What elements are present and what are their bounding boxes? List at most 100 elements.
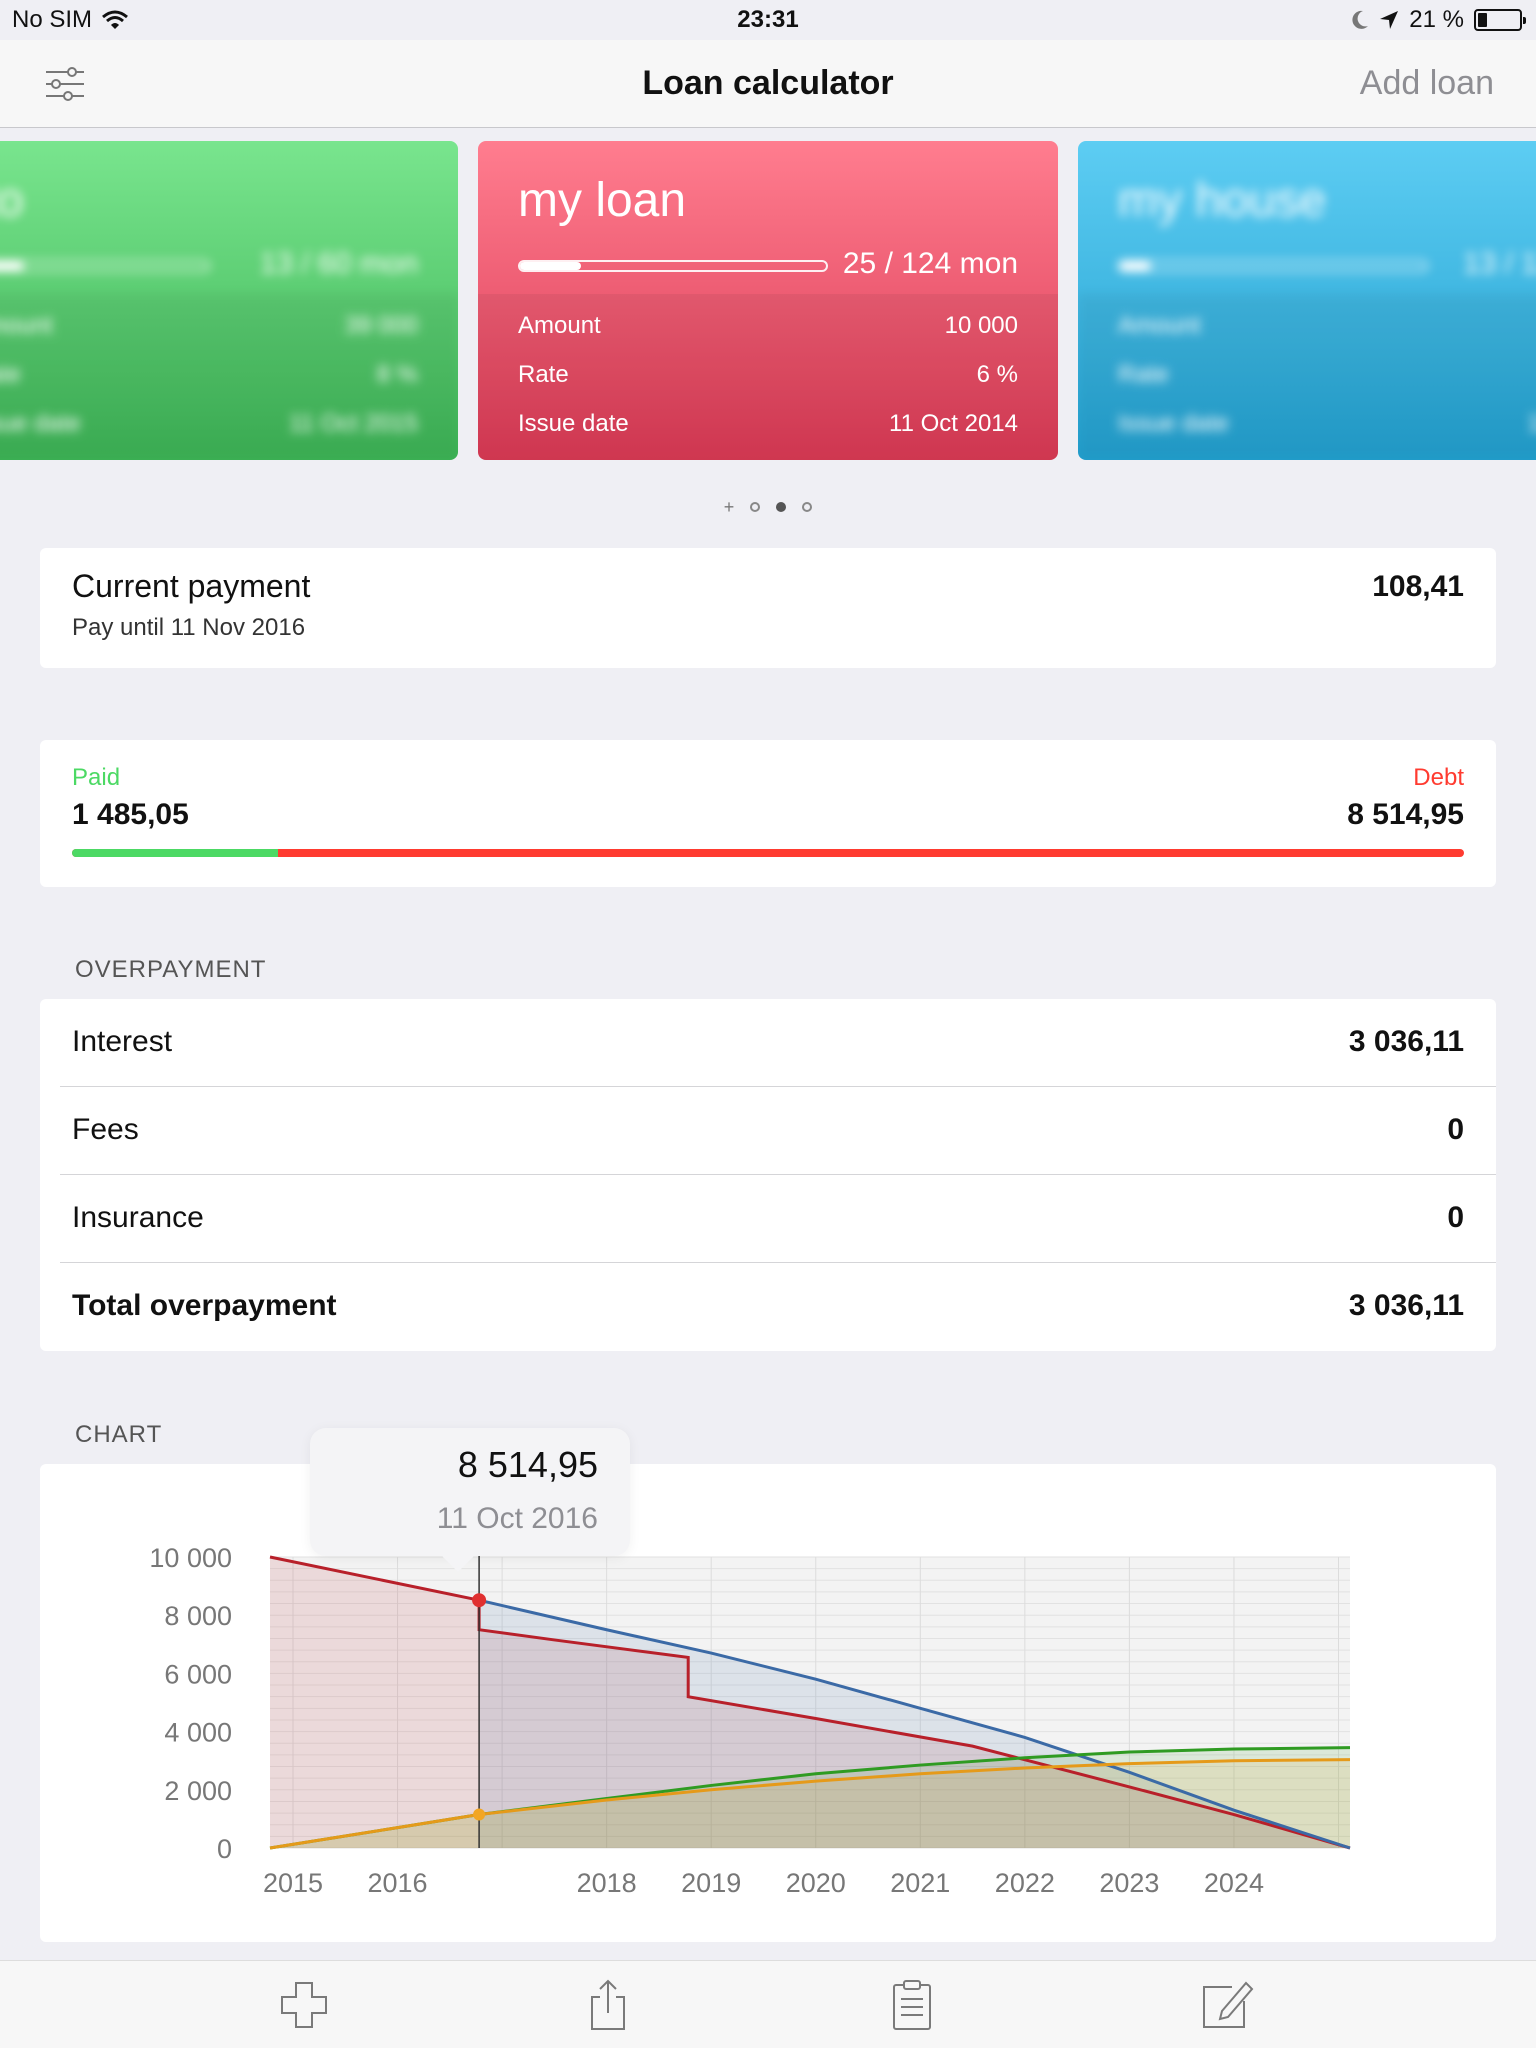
loan-card-details: Amount 39 000 Rate 8 % Issue date 11 Oct 20… bbox=[0, 294, 458, 460]
cursor-marker-interest bbox=[473, 1808, 486, 1821]
row-label: Interest bbox=[72, 1025, 173, 1058]
x-tick-label: 2016 bbox=[368, 1868, 428, 1898]
loan-card-name: auto bbox=[0, 174, 24, 227]
current-payment-card[interactable]: Current payment Pay until 11 Nov 2016 10… bbox=[40, 548, 1496, 668]
sliders-icon[interactable] bbox=[40, 62, 90, 106]
tooltip-value: 8 514,95 bbox=[457, 1444, 598, 1485]
page-title: Loan calculator bbox=[642, 64, 894, 102]
loan-card-details: Amount 10 000 Rate 6 % Issue date 11 Oct 20… bbox=[478, 294, 1058, 460]
rate-label: Rate bbox=[0, 361, 21, 388]
rate-value: 8 % bbox=[376, 361, 418, 388]
amount-label: Amount bbox=[0, 312, 53, 339]
chart-section-header: CHART bbox=[75, 1421, 163, 1448]
x-tick-label: 2018 bbox=[577, 1868, 637, 1898]
wifi-icon bbox=[102, 10, 128, 29]
y-tick-label: 8 000 bbox=[164, 1601, 232, 1631]
paid-value: 1 485,05 bbox=[72, 798, 189, 831]
row-value: 3 036,11 bbox=[1348, 1025, 1464, 1058]
location-icon bbox=[1380, 11, 1399, 29]
row-value: 0 bbox=[1447, 1113, 1464, 1146]
overpayment-list: Interest 3 036,11 Fees 0 Insurance 0 Tot… bbox=[40, 999, 1496, 1351]
clipboard-icon[interactable] bbox=[884, 1977, 940, 2033]
x-tick-label: 2023 bbox=[1099, 1868, 1159, 1898]
issue-date-value: 11 Oct 2014 bbox=[889, 410, 1018, 437]
x-tick-label: 2015 bbox=[263, 1868, 323, 1898]
chart-card[interactable]: 10 000 8 000 6 000 4 000 2 000 0 2015 2016 2018 2… bbox=[40, 1464, 1496, 1942]
page-dot[interactable] bbox=[802, 502, 813, 512]
cursor-marker-debt bbox=[472, 1593, 487, 1608]
list-item-fees: Fees 0 bbox=[40, 1087, 1496, 1175]
tooltip-date: 11 Oct 2016 bbox=[436, 1502, 598, 1535]
amount-value: 39 000 bbox=[344, 312, 418, 339]
row-value: 0 bbox=[1447, 1201, 1464, 1234]
x-tick-label: 2024 bbox=[1204, 1868, 1264, 1898]
loan-progress-bar bbox=[518, 260, 828, 272]
battery-percent: 21 % bbox=[1409, 6, 1464, 33]
issue-date-value: 11 Oct 2015 bbox=[289, 410, 418, 437]
x-tick-label: 2019 bbox=[681, 1868, 741, 1898]
page-dot[interactable] bbox=[750, 502, 761, 512]
x-tick-label: 2020 bbox=[786, 1868, 846, 1898]
rate-label: Rate bbox=[518, 361, 569, 388]
amount-label: Amount bbox=[518, 312, 601, 339]
share-icon[interactable] bbox=[580, 1977, 636, 2033]
loan-progress-bar bbox=[1118, 260, 1428, 272]
y-tick-label: 2 000 bbox=[164, 1776, 232, 1806]
list-item-interest: Interest 3 036,11 bbox=[40, 999, 1496, 1087]
current-payment-title: Current payment bbox=[72, 568, 311, 604]
amount-label: Amount bbox=[1118, 312, 1201, 339]
edit-icon[interactable] bbox=[1198, 1977, 1254, 2033]
issue-date-label: Issue date bbox=[518, 410, 629, 437]
paid-debt-card: Paid Debt 1 485,05 8 514,95 bbox=[40, 740, 1496, 887]
clock: 23:31 bbox=[737, 6, 799, 33]
x-tick-label: 2022 bbox=[995, 1868, 1055, 1898]
page-indicator[interactable]: + bbox=[0, 497, 1536, 517]
moon-icon bbox=[1352, 10, 1369, 29]
debt-value: 8 514,95 bbox=[1347, 798, 1464, 831]
issue-date-label: Issue date bbox=[0, 410, 81, 437]
rate-value: 6 % bbox=[976, 361, 1018, 388]
y-tick-label: 0 bbox=[217, 1834, 232, 1864]
issue-date-label: Issue date bbox=[1118, 410, 1229, 437]
y-tick-label: 6 000 bbox=[164, 1659, 232, 1689]
loan-card-name: my house bbox=[1118, 174, 1327, 227]
series-line-1 bbox=[478, 1598, 1351, 1850]
loan-months: 13 / 120 mon bbox=[1462, 247, 1536, 280]
navigation-bar: Loan calculator Add loan bbox=[0, 40, 1536, 128]
loan-card-my-loan[interactable]: my loan 25 / 124 mon Amount 10 000 Rate 6 … bbox=[478, 141, 1058, 460]
plot-area bbox=[270, 1557, 1350, 1848]
current-payment-value: 108,41 bbox=[1372, 570, 1464, 603]
debt-label: Debt bbox=[1413, 764, 1464, 791]
loan-chart[interactable]: 10 000 8 000 6 000 4 000 2 000 0 2015 2016 2018 2… bbox=[40, 1464, 1496, 1942]
overpayment-section-header: OVERPAYMENT bbox=[75, 956, 267, 983]
list-item-total-overpayment: Total overpayment 3 036,11 bbox=[40, 1263, 1496, 1351]
battery-icon bbox=[1474, 9, 1526, 31]
row-label: Fees bbox=[72, 1113, 139, 1146]
page-dot-active[interactable] bbox=[776, 502, 787, 512]
add-loan-button[interactable]: Add loan bbox=[1359, 64, 1494, 102]
loan-months: 25 / 124 mon bbox=[842, 247, 1018, 280]
series-line-3 bbox=[269, 1758, 1351, 1850]
issue-date-value: 11 O bbox=[1527, 410, 1536, 437]
row-label: Total overpayment bbox=[72, 1289, 337, 1322]
add-page-icon[interactable]: + bbox=[723, 497, 735, 517]
chart-tooltip: 8 514,95 11 Oct 2016 bbox=[310, 1428, 630, 1572]
status-right: 21 % bbox=[1351, 6, 1526, 34]
loan-card-name: my loan bbox=[518, 174, 687, 227]
y-tick-label: 4 000 bbox=[164, 1718, 232, 1748]
add-icon[interactable] bbox=[276, 1977, 332, 2033]
amount-value: 10 000 bbox=[944, 312, 1018, 339]
loan-progress-bar bbox=[0, 260, 210, 272]
carrier-label: No SIM bbox=[12, 6, 93, 33]
paid-label: Paid bbox=[72, 764, 121, 791]
row-value: 3 036,11 bbox=[1348, 1289, 1464, 1322]
list-item-insurance: Insurance 0 bbox=[40, 1175, 1496, 1263]
x-tick-label: 2021 bbox=[890, 1868, 950, 1898]
current-payment-due: Pay until 11 Nov 2016 bbox=[72, 614, 306, 641]
rate-label: Rate bbox=[1118, 361, 1169, 388]
bottom-toolbar bbox=[0, 1960, 1536, 2048]
status-bar: No SIM 23:31 21 % bbox=[0, 0, 1536, 40]
loan-card-auto[interactable]: auto 13 / 60 mon Amount 39 000 Rate 8 % Is… bbox=[0, 141, 458, 460]
